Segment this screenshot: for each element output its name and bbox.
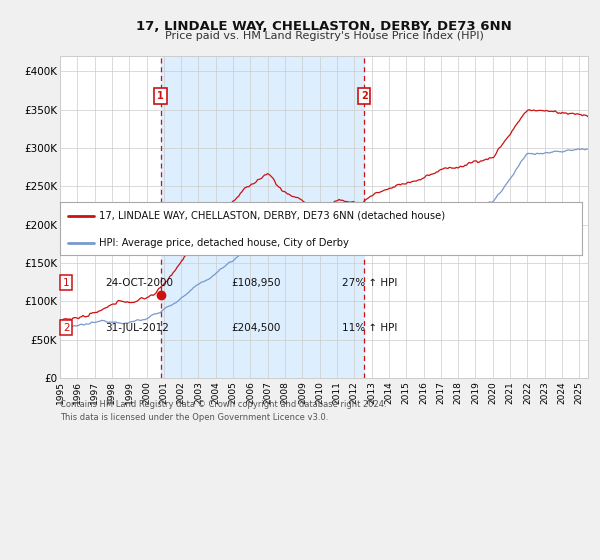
Text: £108,950: £108,950 [231,278,281,288]
Text: Price paid vs. HM Land Registry's House Price Index (HPI): Price paid vs. HM Land Registry's House … [164,31,484,41]
Text: HPI: Average price, detached house, City of Derby: HPI: Average price, detached house, City… [99,238,349,248]
Text: 31-JUL-2012: 31-JUL-2012 [105,323,169,333]
Bar [161,56,364,378]
Text: 1: 1 [157,91,164,101]
Text: 2: 2 [361,91,368,101]
Text: 24-OCT-2000: 24-OCT-2000 [105,278,173,288]
Text: 17, LINDALE WAY, CHELLASTON, DERBY, DE73 6NN (detached house): 17, LINDALE WAY, CHELLASTON, DERBY, DE73… [99,211,445,221]
Text: Contains HM Land Registry data © Crown copyright and database right 2024.
This d: Contains HM Land Registry data © Crown c… [60,400,386,422]
Text: £204,500: £204,500 [231,323,280,333]
Text: 2: 2 [63,323,70,333]
Text: 27% ↑ HPI: 27% ↑ HPI [342,278,397,288]
Text: 17, LINDALE WAY, CHELLASTON, DERBY, DE73 6NN: 17, LINDALE WAY, CHELLASTON, DERBY, DE73… [136,20,512,32]
Text: 1: 1 [63,278,70,288]
Text: 11% ↑ HPI: 11% ↑ HPI [342,323,397,333]
